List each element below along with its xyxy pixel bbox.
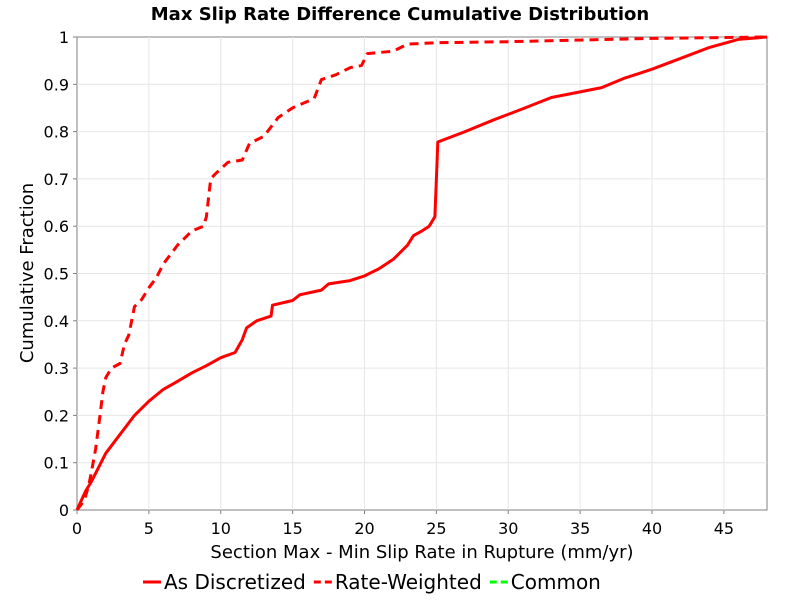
x-tick-label: 10	[211, 519, 231, 538]
series-line-2	[75, 35, 768, 511]
series-layer	[75, 35, 768, 511]
legend: As Discretized Rate-Weighted Common	[143, 570, 601, 594]
legend-label-2: Rate-Weighted	[335, 570, 482, 594]
y-axis-label: Cumulative Fraction	[17, 183, 38, 363]
y-tick-label: 0.9	[44, 75, 69, 94]
x-tick-label: 25	[426, 519, 446, 538]
legend-label-3: Common	[511, 570, 601, 594]
y-tick-label: 1	[59, 28, 69, 47]
y-tick-label: 0.8	[44, 123, 69, 142]
x-tick-label: 15	[282, 519, 302, 538]
x-tick-label: 20	[354, 519, 374, 538]
y-tick-label: 0.7	[44, 170, 69, 189]
y-tick-label: 0.4	[44, 312, 69, 331]
x-tick-label: 5	[144, 519, 154, 538]
x-tick-label: 0	[72, 519, 82, 538]
y-tick-label: 0.1	[44, 454, 69, 473]
x-tick-label: 45	[714, 519, 734, 538]
y-tick-label: 0.2	[44, 406, 69, 425]
grid-lines	[77, 37, 767, 510]
x-tick-label: 30	[498, 519, 518, 538]
y-tick-label: 0.5	[44, 265, 69, 284]
y-tick-label: 0	[59, 501, 69, 520]
y-tick-label: 0.3	[44, 359, 69, 378]
y-tick-label: 0.6	[44, 217, 69, 236]
tick-layer: 0 5 10 15 20 25 30 35 40 45 0 0.1 0.2 0.3 0.4 0.5 0.6 0.7…	[44, 28, 735, 538]
legend-label-1: As Discretized	[164, 570, 306, 594]
chart-title: Max Slip Rate Difference Cumulative Dist…	[151, 4, 649, 25]
x-tick-label: 35	[570, 519, 590, 538]
series-line-1	[75, 35, 768, 511]
x-axis-label: Section Max - Min Slip Rate in Rupture (…	[210, 542, 633, 563]
x-tick-label: 40	[642, 519, 662, 538]
